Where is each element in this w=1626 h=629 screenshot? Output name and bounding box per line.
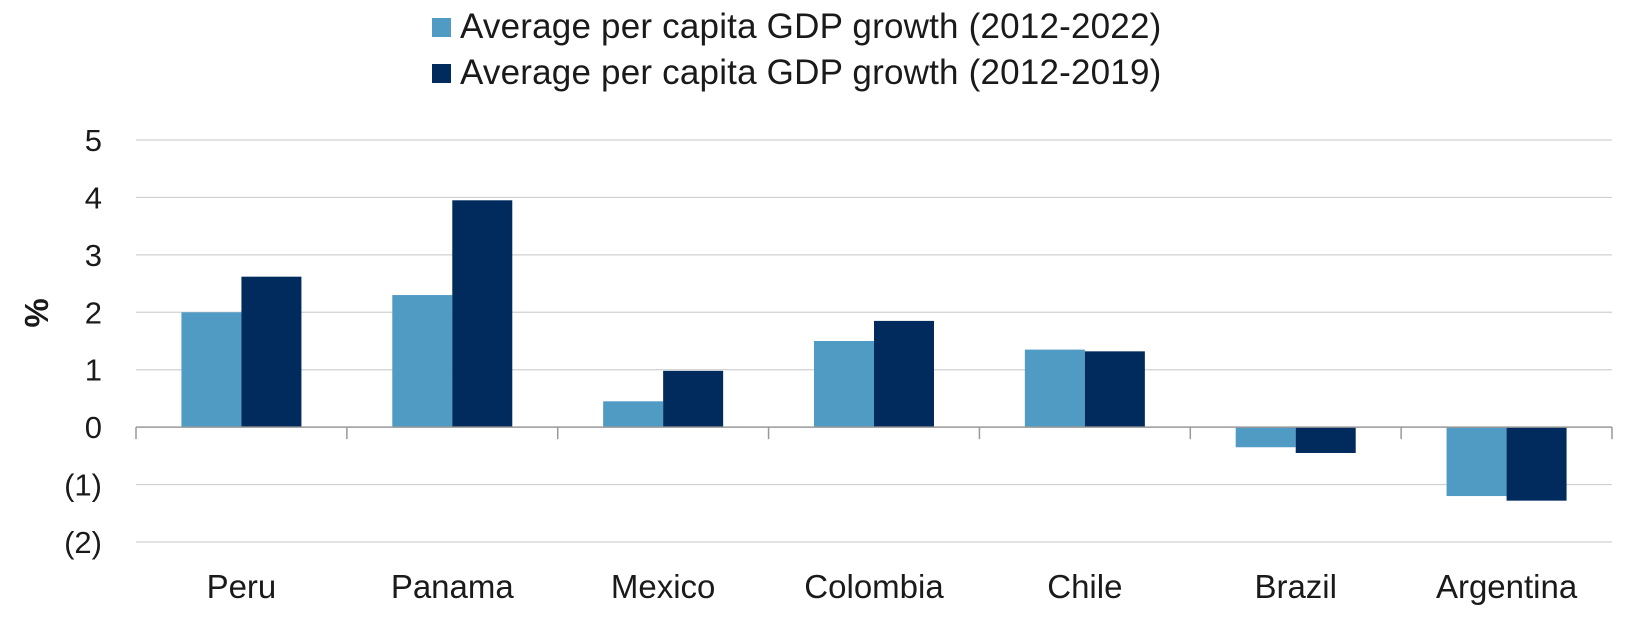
category-label: Brazil — [1254, 568, 1337, 605]
bar-panama-series-2 — [452, 200, 513, 428]
category-labels: Peru Panama Mexico Colombia Chile Brazil Argen… — [207, 568, 1578, 605]
y-tick-labels: 5 4 3 2 1 0 (1) (2) — [64, 123, 102, 560]
bar-colombia-series-1 — [814, 341, 874, 428]
category-label: Mexico — [611, 568, 716, 605]
y-tick-label: 1 — [85, 353, 102, 388]
bar-chile-series-2 — [1084, 351, 1145, 428]
legend-label-2012-2022: Average per capita GDP growth (2012-2022… — [460, 7, 1162, 46]
category-label: Panama — [391, 568, 515, 605]
y-axis-label: % — [18, 298, 55, 327]
category-label: Argentina — [1436, 568, 1578, 605]
y-tick-label: 4 — [85, 180, 102, 215]
category-label: Chile — [1047, 568, 1122, 605]
bar-chile-series-1 — [1024, 349, 1085, 428]
bars — [181, 200, 1567, 501]
legend: Average per capita GDP growth (2012-2022… — [432, 4, 1161, 96]
legend-item-2012-2022: Average per capita GDP growth (2012-2022… — [432, 4, 1161, 50]
y-tick-label: (1) — [64, 468, 102, 503]
legend-label-2012-2019: Average per capita GDP growth (2012-2019… — [460, 53, 1162, 92]
bar-argentina-series-2 — [1506, 427, 1567, 501]
legend-swatch-2012-2022 — [432, 17, 451, 37]
bar-mexico-series-1 — [603, 401, 664, 428]
y-tick-label: 3 — [85, 238, 102, 273]
bar-argentina-series-1 — [1446, 427, 1507, 497]
bar-panama-series-1 — [392, 295, 453, 428]
y-tick-label: 5 — [85, 123, 102, 158]
bar-brazil-series-1 — [1235, 427, 1296, 448]
bar-brazil-series-2 — [1295, 427, 1356, 453]
legend-item-2012-2019: Average per capita GDP growth (2012-2019… — [432, 50, 1161, 96]
bar-peru-series-1 — [181, 312, 242, 428]
category-label: Colombia — [804, 568, 944, 605]
category-label: Peru — [207, 568, 277, 605]
legend-swatch-2012-2019 — [432, 63, 451, 83]
bar-colombia-series-2 — [874, 320, 934, 428]
bar-peru-series-2 — [241, 276, 302, 428]
y-tick-label: 0 — [85, 410, 102, 445]
y-tick-label: 2 — [85, 295, 102, 330]
x-axis — [135, 426, 1613, 440]
bar-mexico-series-2 — [663, 370, 724, 428]
y-tick-label: (2) — [64, 525, 102, 560]
